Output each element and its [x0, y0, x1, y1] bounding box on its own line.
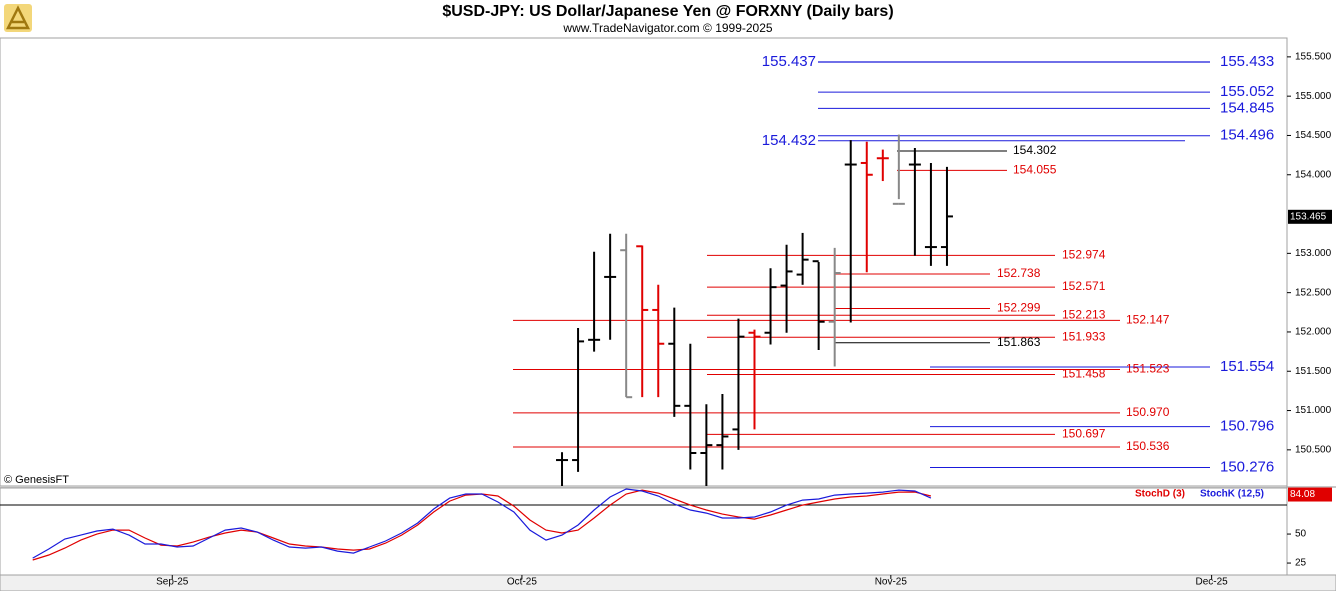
y-tick-label: 151.000 — [1295, 405, 1332, 416]
level-label: 150.697 — [1062, 427, 1106, 441]
axes: 150.500 151.000 151.500 152.000 152.500 153.0… — [156, 52, 1332, 588]
last-value-box — [1288, 487, 1332, 502]
last-value-label: 84.08 — [1290, 489, 1315, 500]
level-label: 150.276 — [1220, 458, 1274, 475]
stoch-plot — [0, 488, 1287, 561]
level-label: 154.055 — [1013, 163, 1057, 177]
level-label: 154.302 — [1013, 143, 1057, 157]
stoch-line — [32, 488, 932, 559]
level-label: 152.147 — [1126, 313, 1170, 327]
x-tick-label: Sep-25 — [156, 577, 189, 588]
y-tick-label: 155.000 — [1295, 91, 1332, 102]
level-label: 151.554 — [1220, 358, 1274, 375]
level-label: 151.523 — [1126, 362, 1170, 376]
level-label: 151.933 — [1062, 329, 1106, 343]
chart-title: $USD-JPY: US Dollar/Japanese Yen @ FORXN… — [442, 3, 893, 20]
y-tick-label: 155.500 — [1295, 52, 1332, 63]
last-price-box — [1288, 209, 1332, 224]
last-price-label: 153.465 — [1290, 211, 1327, 222]
x-tick-label: Dec-25 — [1195, 577, 1228, 588]
y-tick-label: 50 — [1295, 529, 1307, 540]
legend-entry: StochK (12,5) — [1200, 489, 1264, 500]
level-label: 154.496 — [1220, 127, 1274, 144]
y-tick-label: 152.500 — [1295, 287, 1332, 298]
level-label: 155.433 — [1220, 53, 1274, 70]
level-label: 151.863 — [997, 335, 1041, 349]
y-tick-label: 25 — [1295, 558, 1307, 569]
logo — [4, 4, 32, 32]
level-label: 152.738 — [997, 266, 1041, 280]
level-label: 150.796 — [1220, 418, 1274, 435]
level-label: 152.974 — [1062, 248, 1106, 262]
y-tick-label: 150.500 — [1295, 444, 1332, 455]
x-tick-label: Nov-25 — [875, 577, 908, 588]
y-tick-label: 153.000 — [1295, 248, 1332, 259]
y-tick-label: 152.000 — [1295, 327, 1332, 338]
stoch-panel — [0, 487, 1288, 576]
price-panel — [0, 37, 1288, 487]
level-label: 152.213 — [1062, 307, 1106, 321]
level-label: 151.458 — [1062, 367, 1106, 381]
level-label: 150.536 — [1126, 439, 1170, 453]
level-label: 150.970 — [1126, 405, 1170, 419]
level-label: 154.432 — [762, 132, 816, 149]
legend-entry: StochD (3) — [1135, 489, 1185, 500]
level-label: 152.571 — [1062, 279, 1106, 293]
level-label: 155.437 — [762, 53, 816, 70]
y-tick-label: 154.500 — [1295, 130, 1332, 141]
level-label: 152.299 — [997, 301, 1041, 315]
x-tick-label: Oct-25 — [507, 577, 537, 588]
level-label: 154.845 — [1220, 99, 1274, 116]
panel-separator — [0, 486, 1336, 488]
y-tick-label: 151.500 — [1295, 366, 1332, 377]
level-label: 155.052 — [1220, 83, 1274, 100]
x-axis-strip — [0, 574, 1336, 591]
chart-subtitle: www.TradeNavigator.com © 1999-2025 — [562, 21, 772, 35]
price-plot — [513, 61, 1210, 486]
y-tick-label: 154.000 — [1295, 169, 1332, 180]
credit: © GenesisFT — [4, 474, 69, 486]
